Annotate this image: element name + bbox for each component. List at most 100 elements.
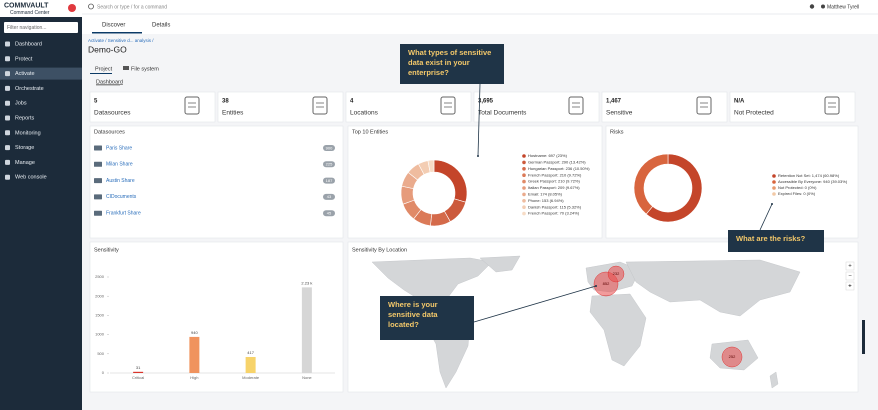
callout-dot [477, 155, 479, 157]
nav-item[interactable]: Activate [15, 71, 35, 77]
y-tick-label: 2000 [95, 293, 105, 298]
stat-value: 38 [222, 99, 229, 105]
settings-icon[interactable] [809, 4, 815, 9]
count-badge [323, 145, 335, 151]
legend-swatch [522, 205, 526, 209]
nav-item[interactable]: Storage [15, 145, 34, 151]
legend-label: German Passport: 290 (13.42%) [528, 159, 586, 164]
legend-swatch [522, 199, 526, 203]
y-tick-label: 0 [102, 370, 105, 375]
tab[interactable]: Discover [102, 23, 125, 29]
panel-title: Sensitivity [94, 247, 119, 253]
stat-value: 1,467 [606, 99, 622, 105]
y-tick-label: 2500 [95, 274, 105, 279]
nav-item[interactable]: Dashboard [15, 41, 42, 47]
scroll-handle [862, 320, 865, 354]
nav-item[interactable]: Web console [15, 175, 47, 181]
panel-title: Sensitivity By Location [352, 247, 407, 253]
entity-segment [427, 159, 435, 173]
nav-item[interactable]: Orchestrate [15, 86, 44, 92]
breadcrumb[interactable]: Activate / Sensitive d... analysis / [88, 38, 154, 43]
nav-item[interactable]: Protect [15, 56, 33, 62]
bubble-label: 252 [729, 354, 736, 359]
nav-icon [5, 100, 10, 106]
folder-icon [94, 210, 102, 216]
stat-icon [824, 96, 840, 115]
bar-value-label: 31 [136, 365, 141, 370]
count-badge [323, 161, 335, 168]
topbar [82, 0, 878, 13]
nav-item[interactable]: Reports [15, 115, 35, 121]
x-tick-label: Moderate [242, 375, 260, 380]
folder-icon [94, 145, 102, 151]
callout-line: sensitive data [388, 310, 438, 319]
stat-label: Entities [222, 110, 244, 117]
callout-pointer [759, 203, 773, 231]
panel-title: Top 10 Entities [352, 129, 388, 135]
zoom-icon[interactable]: ⌖ [848, 284, 852, 290]
datasource-link[interactable]: Paris Share [106, 145, 132, 151]
view-link[interactable]: Dashboard [96, 79, 123, 85]
datasource-link[interactable]: Austin Share [106, 178, 135, 184]
logo-mark [68, 4, 76, 12]
bar [189, 336, 200, 373]
stat-label: Total Documents [478, 110, 527, 117]
stat-label: Sensitive [606, 110, 633, 117]
legend-label: Phone: 153 (6.94%) [528, 198, 564, 203]
legend-swatch [522, 179, 526, 184]
user-name[interactable]: Matthew Tyrell [827, 4, 859, 10]
x-tick-label: Critical [132, 375, 144, 380]
tab[interactable]: Details [152, 23, 170, 29]
nav-item[interactable]: Manage [15, 160, 35, 166]
filter-placeholder[interactable]: Filter navigation... [7, 25, 46, 31]
callout-line: enterprise? [408, 68, 449, 77]
datasource-link[interactable]: Frankfurt Share [106, 211, 141, 217]
logo-bg [0, 0, 82, 17]
callout-box [380, 296, 474, 340]
search-placeholder[interactable]: Search or type / for a command [97, 4, 167, 10]
zoom-button[interactable] [845, 281, 855, 291]
nav-icon [5, 174, 10, 180]
zoom-icon[interactable]: − [848, 274, 852, 280]
bar-value-label: 417 [247, 350, 254, 355]
nav-icon [5, 145, 10, 151]
datasource-link[interactable]: CIDocuments [106, 194, 137, 200]
stat-label: Locations [350, 110, 379, 117]
subtab[interactable]: Project [95, 66, 113, 72]
tabs-bar [82, 15, 878, 34]
zoom-button[interactable] [845, 261, 855, 271]
y-tick-label: 500 [97, 351, 104, 356]
callout-dot [595, 285, 597, 287]
stat-value: N/A [734, 99, 745, 105]
risk-segment [633, 153, 669, 215]
callout-box [728, 230, 824, 252]
land-mass [589, 293, 647, 367]
zoom-button[interactable] [845, 271, 855, 281]
legend-label: Hostname: 697 (23%) [528, 153, 568, 158]
bubble-label: 232 [613, 271, 620, 276]
count-badge-text: 43 [327, 194, 332, 199]
nav-icon [5, 85, 10, 91]
product-name: Command Center [10, 10, 50, 16]
legend-label: Accessible By Everyone: 940 (39.03%) [778, 179, 848, 184]
logo: COMMVAULT [4, 2, 49, 9]
bar [245, 356, 256, 373]
callout-pointer [473, 285, 597, 323]
subtab[interactable]: File system [131, 66, 159, 72]
location-bubble [607, 265, 625, 283]
stat-icon [184, 96, 200, 115]
filter-input[interactable] [4, 22, 78, 33]
datasource-link[interactable]: Milan Share [106, 162, 133, 168]
active-nav-bg [0, 67, 82, 80]
callout-line: What are the risks? [736, 234, 806, 243]
stat-value: 4 [350, 99, 354, 105]
bar [133, 371, 144, 373]
callout-pointer [477, 83, 481, 157]
risks-panel [605, 125, 859, 239]
nav-icon [5, 71, 10, 77]
legend-label: French Passport: 70 (3.24%) [528, 211, 580, 216]
nav-item[interactable]: Monitoring [15, 130, 41, 136]
nav-item[interactable]: Jobs [15, 101, 27, 107]
nav-icon [5, 159, 10, 165]
zoom-icon[interactable]: + [848, 264, 852, 270]
